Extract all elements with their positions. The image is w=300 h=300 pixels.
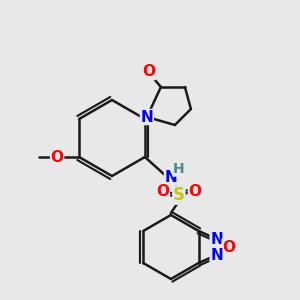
Text: S: S: [173, 186, 185, 204]
Text: O: O: [188, 184, 201, 199]
Text: N: N: [164, 169, 177, 184]
Text: N: N: [140, 110, 153, 124]
Text: O: O: [156, 184, 170, 199]
Text: O: O: [142, 64, 155, 80]
Text: N: N: [210, 248, 223, 262]
Text: O: O: [51, 149, 64, 164]
Text: N: N: [210, 232, 223, 247]
Text: O: O: [222, 239, 235, 254]
Text: H: H: [173, 162, 185, 176]
